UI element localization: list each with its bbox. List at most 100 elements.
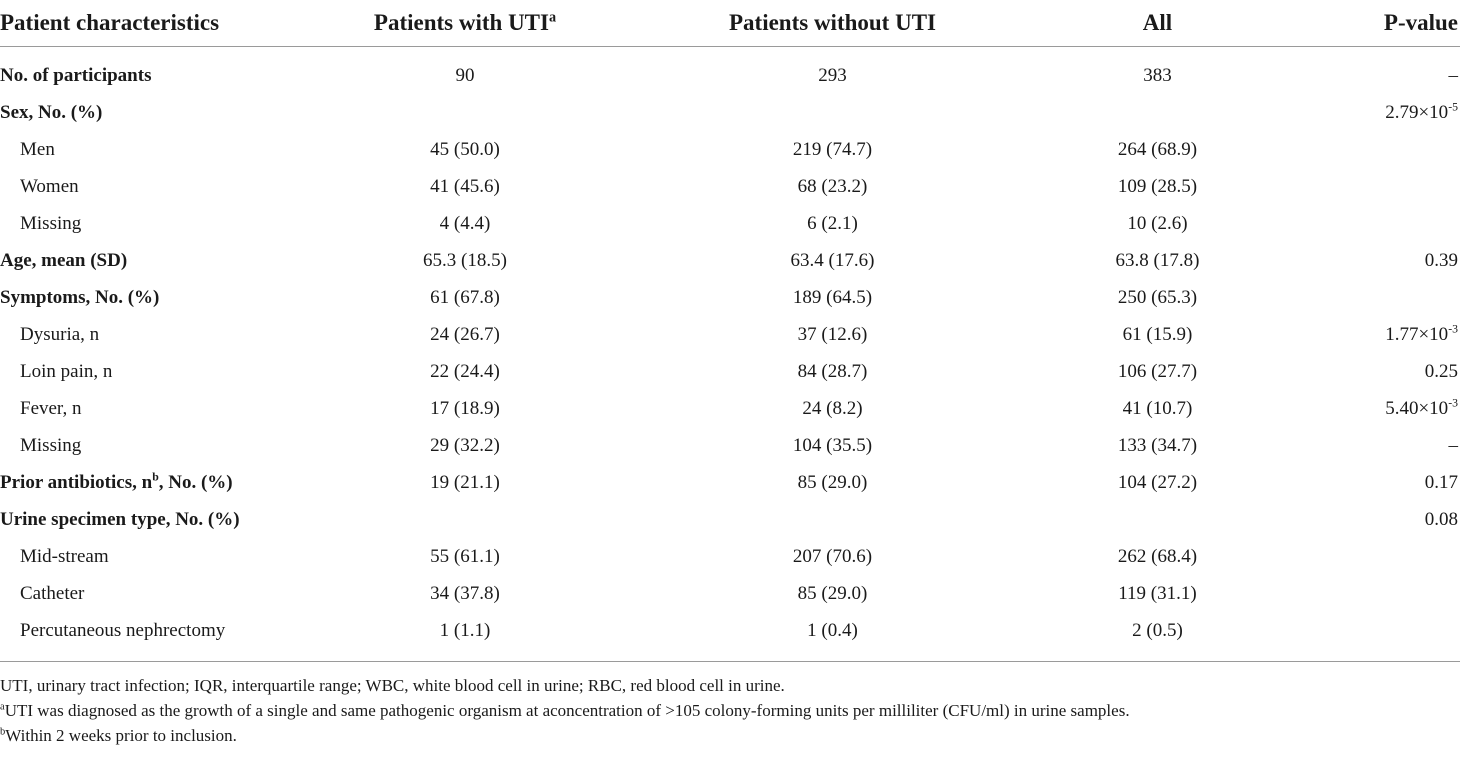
cell-without-uti: 293	[818, 64, 847, 86]
footnote-marker: a	[0, 701, 5, 713]
cell-all: 10 (2.6)	[1127, 212, 1188, 234]
footnote-marker: b	[152, 470, 159, 484]
footnote-b: bWithin 2 weeks prior to inclusion.	[0, 723, 1460, 748]
row-label-text: Sex, No. (%)	[0, 101, 103, 123]
table-row: Prior antibiotics, nb, No. (%) 19 (21.1) 8…	[0, 464, 1460, 501]
table-row: Dysuria, n 24 (26.7) 37 (12.6) 61 (15.9) 1.7…	[0, 316, 1460, 353]
footnote-text: Within 2 weeks prior to inclusion.	[5, 726, 237, 745]
cell-without-uti: 85 (29.0)	[797, 471, 868, 493]
row-label-text: Women	[20, 175, 79, 197]
row-label-text: Catheter	[20, 582, 85, 604]
cell-all: 106 (27.7)	[1117, 360, 1198, 382]
cell-p-value	[1290, 205, 1460, 242]
table-footnotes: UTI, urinary tract infection; IQR, inter…	[0, 673, 1460, 748]
cell-p-value: 0.17	[1290, 464, 1460, 501]
cell-with-uti: 61 (67.8)	[430, 286, 500, 308]
footnote-marker: a	[548, 9, 557, 26]
cell-p-value	[1290, 538, 1460, 575]
cell-p-value: –	[1290, 427, 1460, 464]
row-label: Men	[0, 131, 290, 168]
table-row: No. of participants 90 293 383 –	[0, 47, 1460, 95]
cell-without-uti: 63.4 (17.6)	[790, 249, 875, 271]
p-value-text: 0.39	[1424, 249, 1458, 271]
cell-all: 250 (65.3)	[1117, 286, 1198, 308]
cell-all: 104 (27.2)	[1117, 471, 1198, 493]
p-value-text: 1.77×10	[1385, 323, 1449, 345]
cell-all: 383	[1143, 64, 1172, 86]
p-value-text: –	[1448, 434, 1459, 456]
cell-with-uti: 19 (21.1)	[430, 471, 500, 493]
cell-with-uti: 24 (26.7)	[430, 323, 500, 345]
cell-p-value	[1290, 575, 1460, 612]
table-row: Women 41 (45.6) 68 (23.2) 109 (28.5)	[0, 168, 1460, 205]
row-label: Mid-stream	[0, 538, 290, 575]
header-p-value: P-value	[1290, 0, 1460, 47]
table-row: Fever, n 17 (18.9) 24 (8.2) 41 (10.7) 5.40×1…	[0, 390, 1460, 427]
p-value-exponent: -3	[1448, 396, 1458, 410]
cell-with-uti	[290, 94, 640, 131]
table-row: Loin pain, n 22 (24.4) 84 (28.7) 106 (27.7)…	[0, 353, 1460, 390]
row-label-text: Symptoms, No. (%)	[0, 286, 160, 308]
cell-with-uti: 22 (24.4)	[430, 360, 500, 382]
row-label: Women	[0, 168, 290, 205]
cell-all: 2 (0.5)	[1025, 612, 1290, 662]
table-row: Sex, No. (%) 2.79×10-5	[0, 94, 1460, 131]
cell-without-uti: 37 (12.6)	[797, 323, 868, 345]
row-label-text: No. of participants	[0, 64, 152, 86]
row-label: Dysuria, n	[0, 316, 290, 353]
cell-all: 61 (15.9)	[1122, 323, 1193, 345]
cell-p-value	[1290, 279, 1460, 316]
header-text: Patients without UTI	[728, 10, 936, 35]
p-value-exponent: -3	[1448, 322, 1458, 336]
cell-p-value: –	[1290, 47, 1460, 95]
cell-all	[1025, 94, 1290, 131]
table-body: No. of participants 90 293 383 – Sex, No. (%)…	[0, 47, 1460, 662]
cell-all: 41 (10.7)	[1122, 397, 1193, 419]
cell-p-value: 5.40×10-3	[1290, 390, 1460, 427]
footnote-a: aUTI was diagnosed as the growth of a si…	[0, 698, 1460, 723]
cell-with-uti: 65.3 (18.5)	[423, 249, 507, 271]
table-row: Age, mean (SD) 65.3 (18.5) 63.4 (17.6) 63.8…	[0, 242, 1460, 279]
row-label-text: Missing	[20, 434, 82, 456]
row-label: Catheter	[0, 575, 290, 612]
cell-all: 133 (34.7)	[1117, 434, 1198, 456]
cell-with-uti: 45 (50.0)	[430, 138, 500, 160]
header-patients-without-uti: Patients without UTI	[640, 0, 1025, 47]
cell-p-value	[1290, 131, 1460, 168]
cell-with-uti: 1 (1.1)	[290, 612, 640, 662]
cell-with-uti: 90	[455, 64, 475, 86]
table-row: Missing 29 (32.2) 104 (35.5) 133 (34.7) –	[0, 427, 1460, 464]
cell-p-value	[1290, 168, 1460, 205]
cell-p-value: 2.79×10-5	[1290, 94, 1460, 131]
row-label-text: Fever, n	[20, 397, 82, 419]
row-label: Prior antibiotics, nb, No. (%)	[0, 464, 290, 501]
cell-with-uti: 34 (37.8)	[430, 582, 500, 604]
row-label: Percutaneous nephrectomy	[0, 612, 290, 662]
row-label: Missing	[0, 427, 290, 464]
cell-without-uti: 1 (0.4)	[640, 612, 1025, 662]
cell-without-uti: 104 (35.5)	[792, 434, 873, 456]
row-label: Age, mean (SD)	[0, 242, 290, 279]
patient-characteristics-table: Patient characteristics Patients with UT…	[0, 0, 1460, 662]
footnote-text: UTI was diagnosed as the growth of a sin…	[4, 701, 1130, 720]
header-all: All	[1025, 0, 1290, 47]
cell-with-uti: 4 (4.4)	[439, 212, 491, 234]
row-label: Loin pain, n	[0, 353, 290, 390]
cell-with-uti: 17 (18.9)	[430, 397, 500, 419]
cell-without-uti: 189 (64.5)	[792, 286, 873, 308]
cell-with-uti	[290, 501, 640, 538]
table-row: Symptoms, No. (%) 61 (67.8) 189 (64.5) 250 …	[0, 279, 1460, 316]
row-label-text: Prior antibiotics, n	[0, 471, 153, 493]
row-label-suffix: , No. (%)	[158, 471, 233, 493]
cell-with-uti: 55 (61.1)	[430, 545, 500, 567]
row-label: Fever, n	[0, 390, 290, 427]
header-text: Patients with UTI	[373, 10, 549, 35]
p-value-text: 0.17	[1424, 471, 1458, 493]
row-label: Symptoms, No. (%)	[0, 279, 290, 316]
cell-all: 109 (28.5)	[1117, 175, 1198, 197]
cell-with-uti: 41 (45.6)	[430, 175, 500, 197]
row-label: Urine specimen type, No. (%)	[0, 501, 290, 538]
cell-all: 262 (68.4)	[1117, 545, 1198, 567]
table-row: Men 45 (50.0) 219 (74.7) 264 (68.9)	[0, 131, 1460, 168]
